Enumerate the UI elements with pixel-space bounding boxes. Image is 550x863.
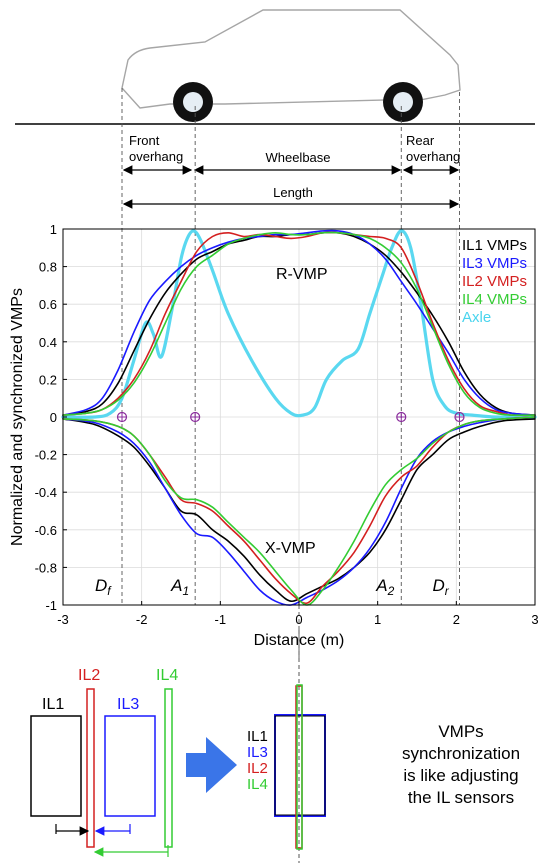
y-tick-label: -0.4 [35, 485, 57, 500]
x-tick-label: -3 [57, 612, 69, 627]
front-wheel [173, 82, 213, 122]
y-tick-label: -1 [45, 598, 57, 613]
x-ticks: -3 -2 -1 0 1 2 3 [57, 601, 539, 627]
x-tick-label: 0 [295, 612, 302, 627]
rear-wheel [383, 82, 423, 122]
series-group [61, 229, 537, 606]
x-tick-label: -1 [215, 612, 227, 627]
series-line-r_vmp_il3 [62, 229, 536, 416]
series-line-axle [61, 229, 537, 419]
sync-label-il2: IL2 [247, 760, 268, 777]
axle-marker-icon [454, 411, 465, 423]
note-line-4: the IL sensors [408, 788, 514, 807]
r-vmp-label: R-VMP [276, 266, 328, 283]
il4-sensor [164, 688, 173, 848]
il4-label: IL4 [156, 667, 178, 684]
axle-position-markers [116, 411, 465, 423]
reference-lines [121, 88, 460, 660]
axle-marker-icon [396, 411, 407, 423]
legend-il4: IL4 VMPs [462, 291, 527, 308]
series-line-r_vmp_il2 [62, 231, 536, 417]
y-ticks: -1 -0.8 -0.6 -0.4 -0.2 0 0.2 0.4 0.6 0.8 1 [35, 222, 67, 613]
il2-label: IL2 [78, 667, 100, 684]
il2-sensor [86, 688, 95, 848]
note-line-2: synchronization [402, 744, 520, 763]
legend-il3: IL3 VMPs [462, 255, 527, 272]
y-tick-label: 0.4 [39, 335, 57, 350]
wheelbase-label: Wheelbase [265, 150, 330, 165]
front-overhang-label-1: Front [129, 133, 160, 148]
vmp-chart: -3 -2 -1 0 1 2 3 -1 -0.8 -0.6 -0.4 -0.2 0 0.2 0.4 0.6 0… [9, 88, 539, 660]
y-tick-label: 0.6 [39, 297, 57, 312]
y-tick-label: 0 [50, 410, 57, 425]
x-tick-label: -2 [136, 612, 148, 627]
car-body-outline [121, 9, 461, 109]
sync-il4-sensor [296, 684, 303, 850]
series-line-r_vmp_il4 [62, 231, 536, 417]
x-tick-label: 3 [531, 612, 538, 627]
legend: IL1 VMPs IL3 VMPs IL2 VMPs IL4 VMPs Axle [462, 237, 527, 326]
sync-il3-sensor [274, 714, 326, 817]
y-tick-label: 0.2 [39, 372, 57, 387]
sync-label-il3: IL3 [247, 744, 268, 761]
note-line-3: is like adjusting [403, 766, 518, 785]
legend-il2: IL2 VMPs [462, 273, 527, 290]
y-tick-label: 1 [50, 222, 57, 237]
axle-marker-icon [116, 411, 128, 423]
x-tick-label: 2 [453, 612, 460, 627]
sync-il1-sensor [274, 715, 326, 816]
il3-sensor [104, 715, 156, 817]
sync-label-il1: IL1 [247, 728, 268, 745]
sync-label-il4: IL4 [247, 776, 268, 793]
rear-overhang-label-2: overhang [406, 149, 460, 164]
y-tick-label: -0.8 [35, 560, 57, 575]
y-axis-label: Normalized and synchronized VMPs [9, 288, 26, 546]
il1-sensor [30, 715, 82, 817]
x-vmp-label: X-VMP [265, 540, 316, 557]
legend-axle: Axle [462, 309, 491, 326]
note-line-1: VMPs [438, 722, 483, 741]
front-overhang-label-2: overhang [129, 149, 183, 164]
il3-label: IL3 [117, 696, 139, 713]
arrow-right-icon [186, 737, 237, 793]
rear-overhang-label-1: Rear [406, 133, 435, 148]
series-line-x_vmp_il4 [62, 416, 536, 606]
y-tick-label: -0.2 [35, 448, 57, 463]
legend-il1: IL1 VMPs [462, 237, 527, 254]
il1-label: IL1 [42, 696, 64, 713]
length-label: Length [273, 185, 313, 200]
x-tick-label: 1 [374, 612, 381, 627]
sensor-illustration: IL1 IL2 IL3 IL4 IL1 IL3 IL2 IL4 VMPs syn… [30, 630, 520, 863]
y-tick-label: 0.8 [39, 260, 57, 275]
y-tick-label: -0.6 [35, 523, 57, 538]
axle-marker-icon [190, 411, 201, 423]
vehicle-schematic: Front overhang Wheelbase Rear overhang L… [15, 9, 535, 209]
